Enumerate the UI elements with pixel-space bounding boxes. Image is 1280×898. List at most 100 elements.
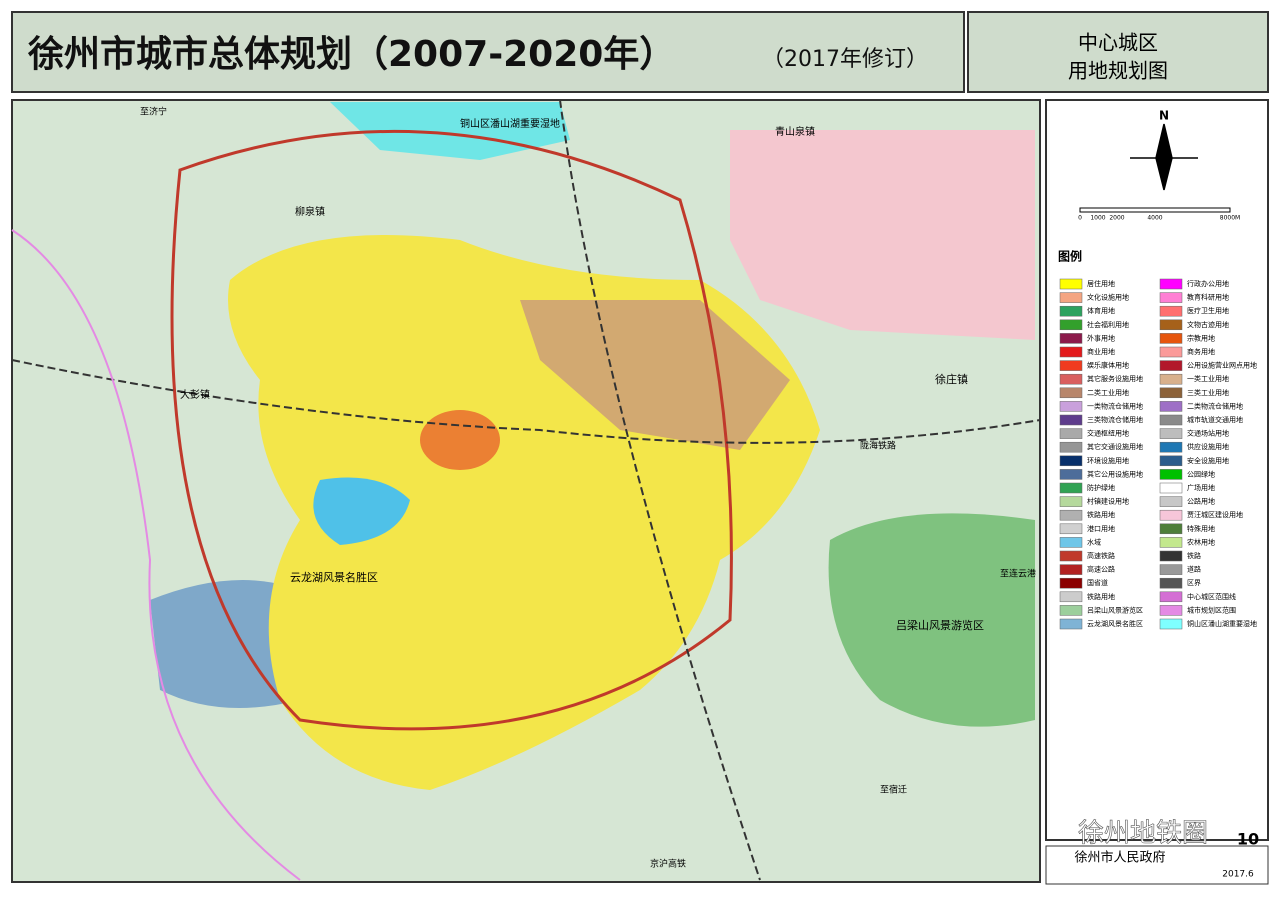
legend-label: 区界 xyxy=(1187,579,1201,587)
railway xyxy=(559,99,761,881)
watermark: 徐州地铁圈 xyxy=(1078,819,1208,849)
legend-label: 铁路用地 xyxy=(1087,592,1115,601)
map-label: 陇海铁路 xyxy=(860,440,896,452)
legend-swatch xyxy=(1059,387,1083,399)
legend-label: 一类工业用地 xyxy=(1187,374,1229,383)
legend-swatch xyxy=(1159,305,1183,317)
legend-title: 图例 xyxy=(1058,249,1082,264)
legend-label: 二类物流仓储用地 xyxy=(1187,401,1243,410)
legend-swatch xyxy=(1059,346,1083,358)
legend-swatch xyxy=(1059,428,1083,439)
legend-swatch xyxy=(1059,278,1083,290)
legend-label: 云龙湖风景名胜区 xyxy=(1087,619,1143,628)
side-title-box xyxy=(967,11,1269,93)
legend-label: 居住用地 xyxy=(1087,279,1115,288)
legend-swatch xyxy=(1159,564,1183,575)
legend-swatch xyxy=(1059,618,1083,630)
lake xyxy=(313,477,410,545)
legend-swatch xyxy=(1159,577,1183,589)
legend-swatch xyxy=(1159,618,1183,630)
legend-swatch xyxy=(1159,319,1183,331)
legend-swatch xyxy=(1159,414,1183,426)
legend-swatch xyxy=(1059,373,1083,385)
legend-swatch xyxy=(1059,605,1083,616)
legend-label: 安全设施用地 xyxy=(1187,456,1229,465)
legend-label: 交通枢纽用地 xyxy=(1087,429,1129,438)
scale-label: 8000M xyxy=(1220,215,1240,222)
legend-label: 供应设施用地 xyxy=(1187,442,1229,451)
legend-swatch xyxy=(1159,509,1183,521)
legend-swatch xyxy=(1159,441,1183,453)
legend-swatch xyxy=(1159,373,1183,385)
legend-label: 医疗卫生用地 xyxy=(1187,306,1229,315)
scale-label: 1000 xyxy=(1090,215,1105,222)
map-label: 京沪高铁 xyxy=(650,858,686,870)
legend-swatch xyxy=(1059,319,1083,331)
north-label: N xyxy=(1159,109,1169,123)
legend-swatch xyxy=(1059,469,1083,480)
legend-label: 铜山区潘山湖重要湿地 xyxy=(1187,619,1257,628)
scale-label: 4000 xyxy=(1147,215,1162,222)
legend-label: 娱乐康体用地 xyxy=(1087,361,1129,370)
legend-label: 防护绿地 xyxy=(1087,483,1115,492)
map: 云龙湖风景名胜区 吕梁山风景游览区 徐庄镇 青山泉镇 柳泉镇 大彭镇 陇海铁路 … xyxy=(11,99,1041,883)
legend-swatch xyxy=(1059,401,1083,412)
legend-label: 文物古迹用地 xyxy=(1187,320,1229,329)
legend-swatch xyxy=(1159,523,1183,535)
legend-swatch xyxy=(1159,428,1183,439)
legend-swatch xyxy=(1059,305,1083,317)
side-title: 中心城区 xyxy=(1078,31,1158,55)
legend-swatch xyxy=(1159,550,1183,562)
legend-swatch xyxy=(1059,414,1083,426)
map-label: 云龙湖风景名胜区 xyxy=(290,570,378,584)
legend-swatch xyxy=(1059,360,1083,371)
map-label: 柳泉镇 xyxy=(295,205,325,218)
legend-swatch xyxy=(1059,292,1083,303)
legend-swatch xyxy=(1059,550,1083,562)
footer-box xyxy=(1045,845,1269,885)
legend-label: 商务用地 xyxy=(1187,347,1215,356)
legend-label: 社会福利用地 xyxy=(1087,320,1129,329)
wetland xyxy=(330,102,570,160)
legend-label: 城市轨道交通用地 xyxy=(1187,415,1243,424)
legend-label: 三类物流仓储用地 xyxy=(1087,415,1143,424)
legend-label: 特殊用地 xyxy=(1187,524,1215,533)
jiawang-area xyxy=(730,130,1035,340)
map-label: 至济宁 xyxy=(140,106,167,118)
legend-label: 公用设施营业网点用地 xyxy=(1187,361,1257,370)
title: 徐州市城市总体规划（2007-2020年） xyxy=(27,34,675,75)
legend-label: 三类工业用地 xyxy=(1187,388,1229,397)
legend-swatch xyxy=(1059,496,1083,507)
legend-label: 其它交通设施用地 xyxy=(1087,442,1143,451)
scale-label: 2000 xyxy=(1109,215,1124,222)
legend-label: 铁路用地 xyxy=(1087,510,1115,519)
scale: 0 1000 2000 4000 8000M xyxy=(1078,215,1240,222)
railway xyxy=(11,359,1041,444)
legend-label: 水域 xyxy=(1087,537,1101,546)
legend-swatch xyxy=(1059,591,1083,603)
commercial-core xyxy=(420,410,500,470)
side-title: 用地规划图 xyxy=(1068,59,1168,83)
legend-swatch xyxy=(1059,455,1083,467)
legend-swatch xyxy=(1159,401,1183,412)
title-box xyxy=(11,11,965,93)
legend-swatch xyxy=(1159,482,1183,494)
legend-swatch xyxy=(1159,333,1183,344)
legend-label: 贾汪城区建设用地 xyxy=(1187,510,1243,519)
legend-label: 中心城区范围线 xyxy=(1187,592,1236,601)
legend-label: 其它公用设施用地 xyxy=(1087,469,1143,478)
footer-date: 2017.6 xyxy=(1222,870,1254,880)
legend-swatch xyxy=(1159,537,1183,548)
map-label: 铜山区潘山湖重要湿地 xyxy=(460,117,560,130)
legend-label: 二类工业用地 xyxy=(1087,388,1129,397)
legend-label: 环境设施用地 xyxy=(1087,456,1129,465)
legend-swatch xyxy=(1059,523,1083,535)
legend-label: 国省道 xyxy=(1087,578,1108,587)
ring-expressway xyxy=(170,129,733,731)
legend-label: 高速铁路 xyxy=(1087,551,1115,560)
legend-swatch xyxy=(1159,469,1183,480)
legend-swatch xyxy=(1059,509,1083,521)
legend-swatch xyxy=(1059,564,1083,575)
